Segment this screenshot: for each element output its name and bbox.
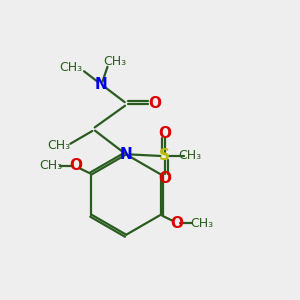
Text: O: O <box>170 216 183 231</box>
Text: CH₃: CH₃ <box>103 55 127 68</box>
Text: CH₃: CH₃ <box>47 139 70 152</box>
Text: O: O <box>70 158 83 173</box>
Text: O: O <box>148 96 161 111</box>
Text: N: N <box>120 147 133 162</box>
Text: CH₃: CH₃ <box>60 61 83 74</box>
Text: O: O <box>158 126 171 141</box>
Text: N: N <box>94 77 107 92</box>
Text: S: S <box>159 148 170 164</box>
Text: CH₃: CH₃ <box>178 149 202 162</box>
Text: CH₃: CH₃ <box>39 159 62 172</box>
Text: O: O <box>158 171 171 186</box>
Text: CH₃: CH₃ <box>190 217 214 230</box>
